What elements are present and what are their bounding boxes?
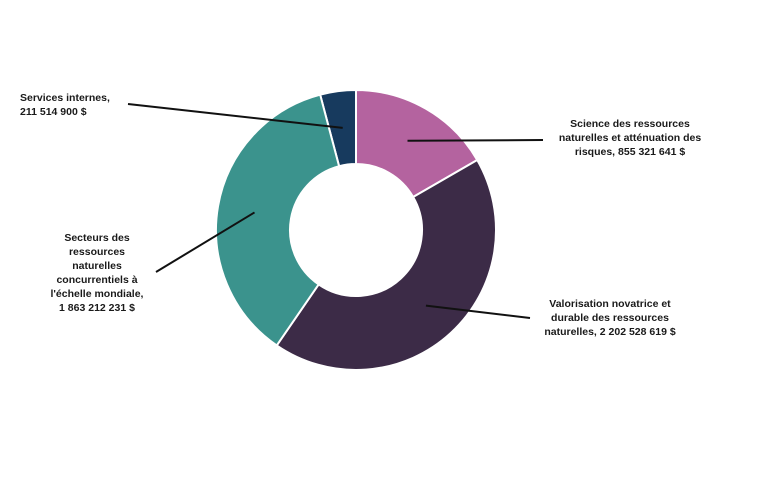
slice-label-science-ressources: Science des ressources naturelles et att…: [535, 117, 725, 159]
slice-label-line: naturelles et atténuation des: [558, 132, 702, 144]
slice-label-line: Valorisation novatrice et: [549, 298, 671, 310]
slice-label-line: Science des ressources: [570, 118, 690, 130]
donut-slices: [215, 88, 497, 371]
leader-line-secteurs-concurrentiels: [155, 211, 256, 273]
slice-label-services-internes: Services internes, 211 514 900 $: [20, 91, 170, 119]
slice-label-line: durable des ressources: [551, 312, 669, 324]
slice-label-line: risques, 855 321 641 $: [574, 146, 686, 158]
leader-line-valorisation: [425, 304, 531, 319]
slice-label-line: concurrentiels à: [56, 274, 138, 286]
slice-label-line: 1 863 212 231 $: [59, 302, 135, 314]
leader-line-services-internes: [127, 103, 343, 129]
slice-label-line: 211 514 900 $: [20, 106, 87, 118]
slice-label-line: naturelles: [72, 260, 122, 272]
leader-line-science-ressources: [407, 139, 544, 142]
slice-valorisation: [275, 158, 497, 371]
slice-secteurs-concurrentiels: [215, 93, 341, 347]
slice-label-line: naturelles, 2 202 528 619 $: [544, 326, 676, 338]
slice-label-line: Secteurs des: [64, 232, 130, 244]
leader-lines: [127, 103, 544, 319]
slice-label-line: Services internes,: [20, 92, 110, 104]
slice-label-line: l'échelle mondiale,: [50, 288, 144, 300]
slice-label-valorisation: Valorisation novatrice et durable des re…: [520, 297, 700, 339]
slice-label-line: ressources: [68, 246, 126, 258]
slice-label-secteurs-concurrentiels: Secteurs des ressources naturelles concu…: [42, 231, 152, 315]
